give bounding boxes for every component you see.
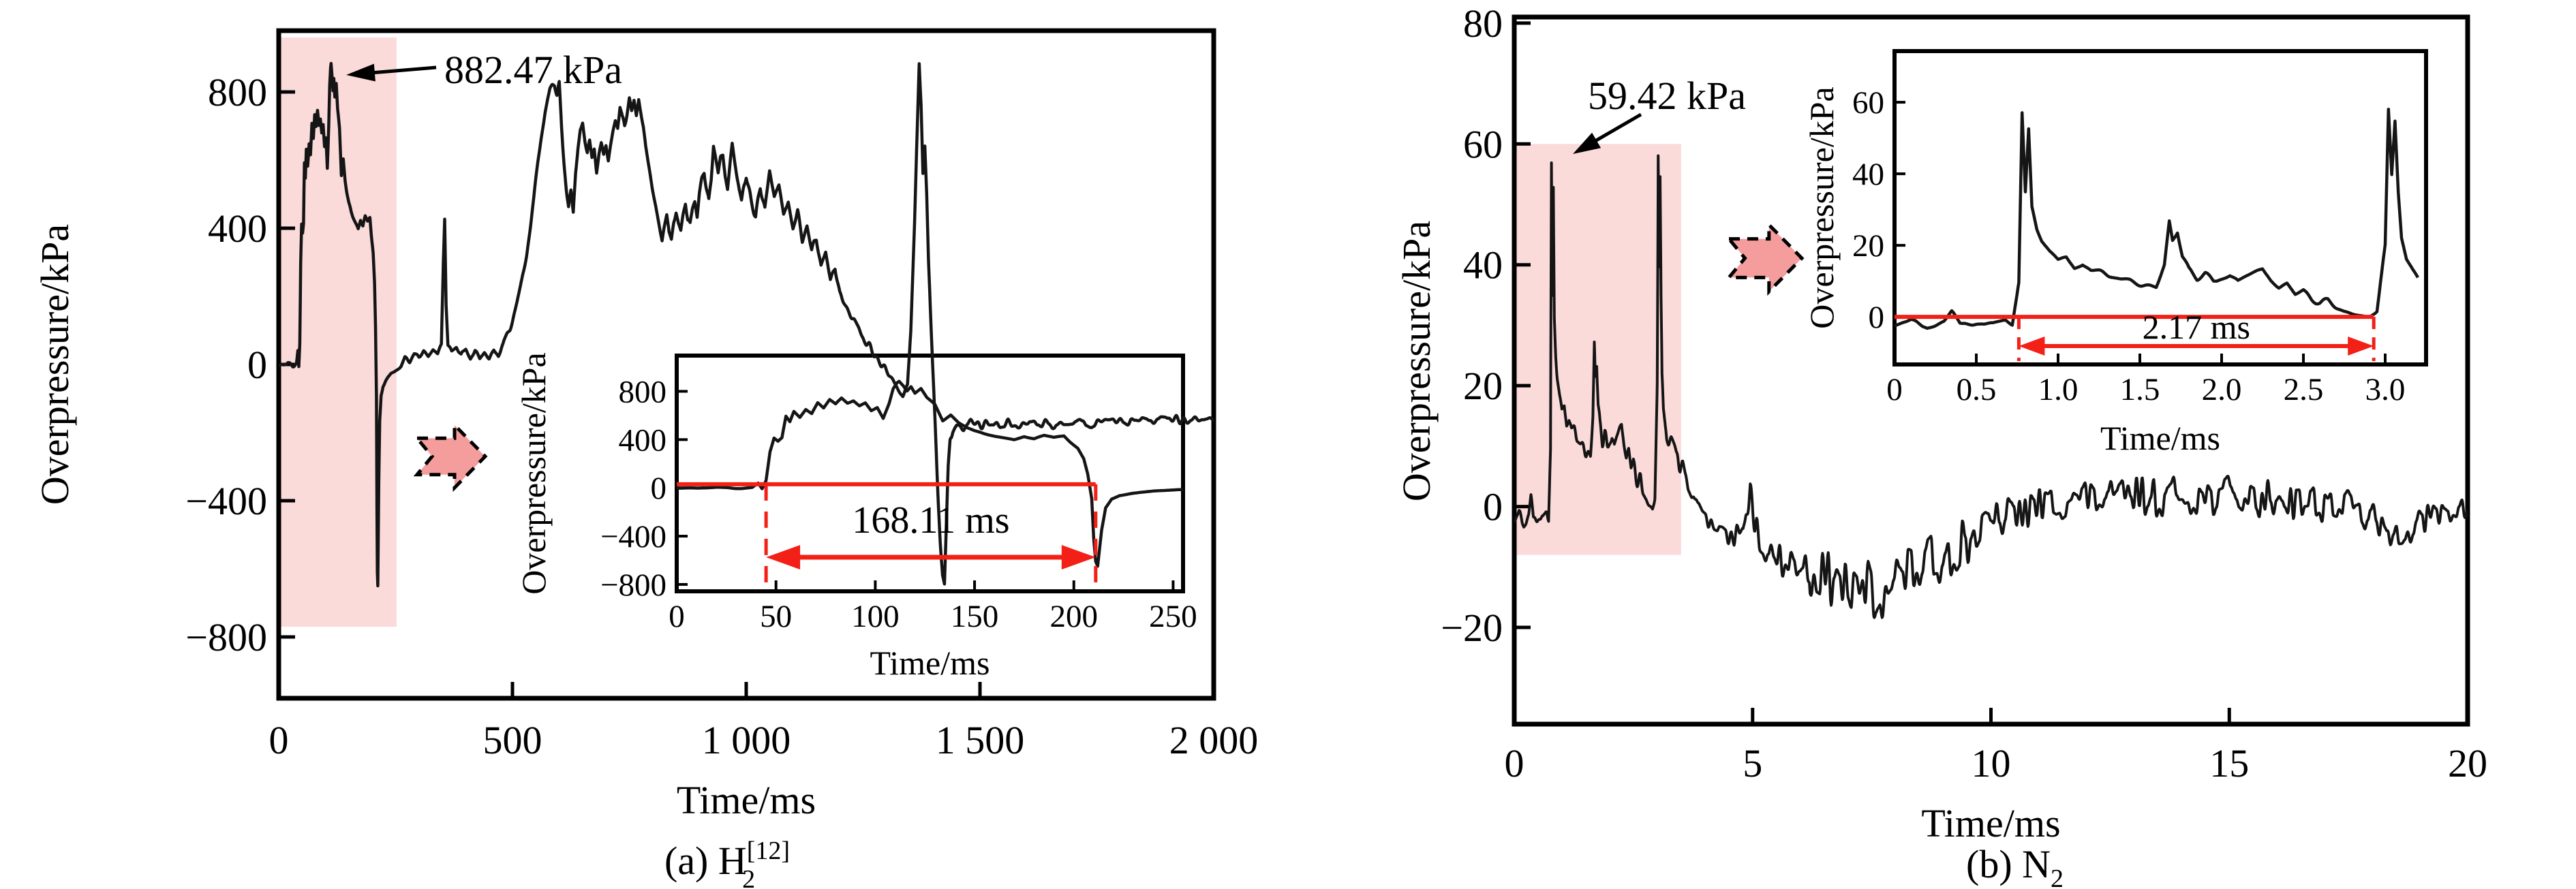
x-axis-label-b-inset: Time/ms — [2100, 419, 2220, 457]
panel-b: 0 5 10 15 20 80 60 40 20 0 −20 Time/ms Overpressure/… — [1394, 1, 2487, 889]
highlight-region-b — [1514, 144, 1681, 555]
x-tick-label: 10 — [1972, 741, 2011, 785]
x-tick-label: 0 — [1505, 741, 1524, 785]
x-tick-label: 0 — [669, 599, 685, 634]
burst-arrow-b-icon — [1725, 220, 1805, 296]
x-axis-label-b: Time/ms — [1921, 801, 2060, 845]
x-tick-label: 0 — [269, 718, 289, 762]
y-tick-label: 800 — [619, 374, 667, 409]
duration-label-a: 168.11 ms — [852, 499, 1009, 542]
main-curve-a — [279, 61, 1214, 588]
axes-a-inset: 0 50 100 150 200 250 800 400 0 −400 −800 — [600, 354, 1197, 634]
inset-curve-b — [1895, 108, 2419, 330]
x-tick-label: 2.5 — [2284, 372, 2324, 407]
y-tick-label: 80 — [1463, 1, 1503, 46]
caption-a: (a) H[12] 2 — [664, 837, 790, 889]
y-tick-label: 40 — [1463, 243, 1503, 287]
x-tick-label: 2 000 — [1169, 718, 1259, 762]
x-tick-label: 1 500 — [936, 718, 1025, 762]
x-tick-label: 5 — [1743, 741, 1762, 785]
y-tick-label: 400 — [208, 206, 267, 251]
y-axis-label-a: Overpressure/kPa — [33, 224, 77, 505]
y-axis-label-a-inset: Overpressure/kPa — [515, 352, 553, 594]
x-tick-label: 15 — [2209, 741, 2249, 785]
y-tick-label: 0 — [1483, 485, 1503, 529]
main-curve-b — [1514, 154, 2468, 619]
x-axis-label-a: Time/ms — [677, 778, 816, 822]
x-tick-label: 20 — [2448, 741, 2487, 785]
x-tick-label: 3.0 — [2365, 372, 2406, 407]
y-tick-label: 0 — [247, 343, 267, 387]
peak-annotation-b: 59.42 kPa — [1573, 74, 1746, 154]
x-tick-label: 0 — [1886, 372, 1903, 407]
x-tick-label: 500 — [483, 718, 542, 762]
x-axis-label-a-inset: Time/ms — [870, 644, 990, 682]
x-tick-label: 1 000 — [702, 718, 791, 762]
peak-annotation-a: 882.47 kPa — [346, 48, 622, 92]
axes-b: 0 5 10 15 20 80 60 40 20 0 −20 — [1441, 1, 2487, 785]
y-tick-label: 20 — [1852, 228, 1884, 264]
x-tick-label: 100 — [851, 599, 900, 634]
duration-arrow-a — [766, 545, 1096, 570]
x-tick-label: 250 — [1149, 599, 1197, 634]
duration-label-b: 2.17 ms — [2143, 308, 2250, 346]
y-tick-label: 400 — [619, 422, 667, 458]
y-tick-label: −20 — [1441, 606, 1503, 650]
x-tick-label: 0.5 — [1957, 372, 1997, 407]
x-tick-label: 1.5 — [2120, 372, 2160, 407]
axes-b-inset: 0 0.5 1.0 1.5 2.0 2.5 3.0 60 40 20 0 — [1852, 49, 2428, 407]
y-tick-label: −400 — [185, 479, 267, 523]
burst-arrow-a-icon — [413, 420, 488, 493]
y-tick-label: −800 — [185, 615, 267, 659]
peak-arrow-b — [1573, 112, 1642, 154]
peak-arrow-a — [346, 63, 437, 82]
y-tick-label: −800 — [600, 567, 666, 603]
peak-label-b: 59.42 kPa — [1588, 74, 1746, 118]
caption-b: (b) N2 — [1966, 842, 2064, 889]
y-axis-label-b: Overpressure/kPa — [1394, 221, 1439, 501]
peak-label-a: 882.47 kPa — [444, 48, 622, 92]
y-tick-label: −400 — [600, 519, 666, 555]
x-tick-label: 50 — [760, 599, 792, 634]
y-tick-label: 60 — [1852, 85, 1884, 121]
duration-annotation-b: 2.17 ms — [1895, 308, 2376, 361]
y-tick-label: 40 — [1852, 157, 1884, 192]
y-tick-label: 800 — [208, 70, 267, 114]
duration-arrow-b — [2019, 337, 2374, 356]
x-tick-label: 150 — [951, 599, 999, 634]
x-tick-label: 200 — [1049, 599, 1098, 634]
x-tick-label: 1.0 — [2038, 372, 2079, 407]
y-tick-label: 0 — [1869, 300, 1885, 335]
panel-a: 0 500 1 000 1 500 2 0008004000−400−800Time/m… — [33, 28, 1259, 889]
y-tick-label: 60 — [1463, 122, 1503, 166]
x-tick-label: 2.0 — [2202, 372, 2242, 407]
duration-annotation-a: 168.11 ms — [677, 482, 1098, 587]
y-tick-label: 0 — [651, 471, 667, 506]
y-axis-label-b-inset: Overpressure/kPa — [1803, 87, 1841, 328]
y-tick-label: 20 — [1463, 364, 1503, 408]
